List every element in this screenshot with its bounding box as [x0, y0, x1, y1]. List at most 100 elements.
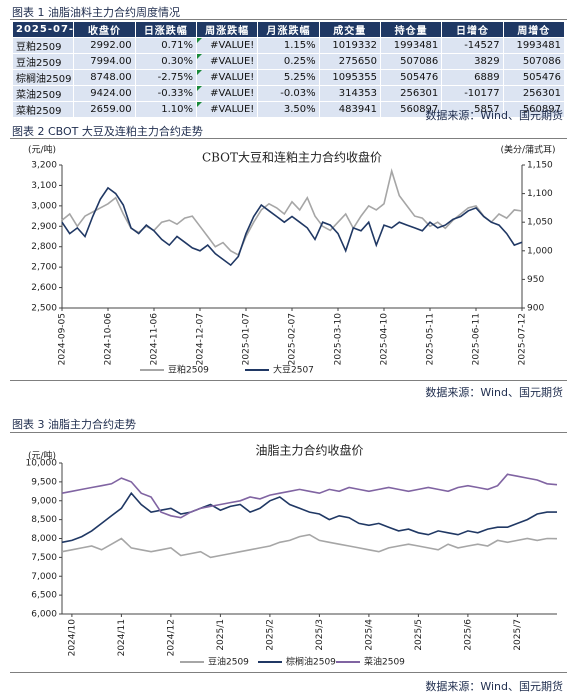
figure-caption: 图表 3 油脂主力合约走势 — [12, 418, 136, 431]
table-cell: -10177 — [441, 85, 504, 102]
rule — [10, 380, 567, 381]
table-cell: 菜粕2509 — [11, 101, 75, 118]
x-tick-label: 2025-01-07 — [242, 313, 252, 365]
table-cell: 507086 — [379, 53, 443, 70]
table-cell: 6889 — [441, 69, 504, 86]
table-cell: 月涨跌幅 — [257, 21, 320, 38]
table-cell: #VALUE! — [195, 37, 259, 54]
legend-label: 棕榈油2509 — [286, 656, 336, 668]
y-tick-label: 6,000 — [31, 610, 57, 620]
table-cell: -2.75% — [134, 69, 197, 86]
table-cell: 483941 — [318, 101, 381, 118]
x-tick-label: 2025-02-07 — [288, 313, 298, 365]
table-cell: 256301 — [502, 85, 566, 102]
table-cell: 505476 — [379, 69, 443, 86]
table-cell: -0.03% — [257, 85, 320, 102]
table-cell: 1.10% — [134, 101, 197, 118]
table-cell: 2025-07-14 — [11, 21, 75, 38]
table-cell: 314353 — [318, 85, 381, 102]
y-tick-label: 2,500 — [31, 304, 57, 314]
table-cell: 560897 — [379, 101, 443, 118]
table-cell: #VALUE! — [195, 85, 259, 102]
table-row: 2025-07-14收盘价日涨跌幅周涨跌幅月涨跌幅成交量持仓量日增仓周增仓 — [11, 21, 566, 38]
table-cell: 1993481 — [502, 37, 566, 54]
y2-tick-label: 1,050 — [527, 218, 553, 228]
table-cell: 0.25% — [257, 53, 320, 70]
table-cell: 3829 — [441, 53, 504, 70]
figure-caption: 图表 2 CBOT 大豆及连粕主力合约走势 — [12, 125, 203, 138]
table-cell: 0.30% — [134, 53, 197, 70]
table-cell: 棕榈油2509 — [11, 69, 75, 86]
table-cell: 7994.00 — [73, 53, 136, 70]
table-row: 菜粕2509 2659.00 1.10% #VALUE! 3.50% 483941 5608… — [11, 101, 566, 118]
chart: CBOT大豆和连粕主力合约收盘价 (元/吨) (美分/蒲式耳) 2,500 2,600 2… — [28, 144, 556, 376]
x-tick-label: 2024-09-05 — [58, 313, 68, 365]
chart: 油脂主力合约收盘价 (元/吨) 6,000 6,500 7,000 7,500 8,000 8… — [26, 443, 558, 668]
y-tick-label: 2,800 — [31, 242, 57, 252]
rule — [10, 138, 567, 139]
table-cell: 周涨跌幅 — [195, 21, 259, 38]
table-cell: 2992.00 — [73, 37, 136, 54]
table-cell: 豆粕2509 — [11, 37, 75, 54]
table-cell: 560897 — [502, 101, 566, 118]
y-tick-label: 8,500 — [31, 515, 57, 525]
table-cell: 0.71% — [134, 37, 197, 54]
x-tick-label: 2025-04-10 — [380, 313, 390, 366]
table-cell: -0.33% — [134, 85, 197, 102]
series-line — [61, 473, 558, 519]
table-cell: 1993481 — [379, 37, 443, 54]
chart-title: CBOT大豆和连粕主力合约收盘价 — [202, 150, 382, 165]
y-tick-label: 9,000 — [31, 496, 57, 506]
table-cell: 成交量 — [318, 21, 381, 38]
y2-axis-label: (美分/蒲式耳) — [500, 144, 555, 156]
y2-tick-label: 1,150 — [527, 161, 553, 171]
table-cell: 2659.00 — [73, 101, 136, 118]
table-cell: #VALUE! — [195, 53, 259, 70]
y-tick-label: 3,200 — [31, 161, 57, 171]
y-tick-label: 7,000 — [31, 572, 57, 582]
x-tick-label: 2025-03-10 — [334, 313, 344, 366]
table-cell: 9424.00 — [73, 85, 136, 102]
series-line — [61, 186, 523, 267]
table-row: 豆油2509 7994.00 0.30% #VALUE! 0.25% 275650 5070… — [11, 53, 566, 70]
y-tick-label: 10,000 — [26, 459, 58, 469]
y-tick-label: 9,500 — [31, 477, 57, 487]
y2-tick-label: 950 — [527, 275, 544, 285]
y2-tick-label: 1,000 — [527, 246, 553, 256]
table-cell: 菜油2509 — [11, 85, 75, 102]
table-cell: 507086 — [502, 53, 566, 70]
source: 数据来源：Wind、国元期货 — [425, 680, 563, 693]
x-tick-label: 2025/2 — [265, 619, 275, 651]
x-tick-label: 2024/12 — [166, 619, 176, 656]
x-tick-label: 2025/6 — [463, 619, 473, 651]
y-axis-label: (元/吨) — [28, 450, 56, 462]
legend-label: 豆粕2509 — [168, 364, 209, 376]
x-tick-label: 2024-11-06 — [150, 313, 160, 366]
rule — [10, 432, 567, 433]
chart-title: 油脂主力合约收盘价 — [255, 443, 363, 458]
table-cell: 1019332 — [318, 37, 381, 54]
table-cell: 1.15% — [257, 37, 320, 54]
x-tick-label: 2025/5 — [414, 619, 424, 651]
table-row: 菜油2509 9424.00 -0.33% #VALUE! -0.03% 314353 25… — [11, 85, 566, 102]
table-cell: 256301 — [379, 85, 443, 102]
x-tick-label: 2025-06-11 — [472, 313, 482, 365]
y-tick-label: 2,900 — [31, 222, 57, 232]
source: 数据来源：Wind、国元期货 — [425, 109, 563, 122]
y2-tick-label: 1,100 — [527, 189, 553, 199]
y-tick-label: 2,600 — [31, 283, 57, 293]
x-tick-label: 2025-07-12 — [518, 313, 528, 365]
table-cell: #VALUE! — [195, 101, 259, 118]
rule — [10, 19, 567, 20]
x-tick-label: 2025/4 — [364, 619, 374, 651]
y-tick-label: 2,700 — [31, 263, 57, 273]
x-tick-label: 2025/7 — [513, 619, 523, 651]
rule — [10, 672, 567, 673]
table-cell: 505476 — [502, 69, 566, 86]
table-cell: 5857 — [441, 101, 504, 118]
table-cell: 5.25% — [257, 69, 320, 86]
y-tick-label: 8,000 — [31, 534, 57, 544]
table-row: 棕榈油2509 8748.00 -2.75% #VALUE! 5.25% 1095355 5… — [11, 69, 566, 86]
series-line — [61, 168, 523, 257]
